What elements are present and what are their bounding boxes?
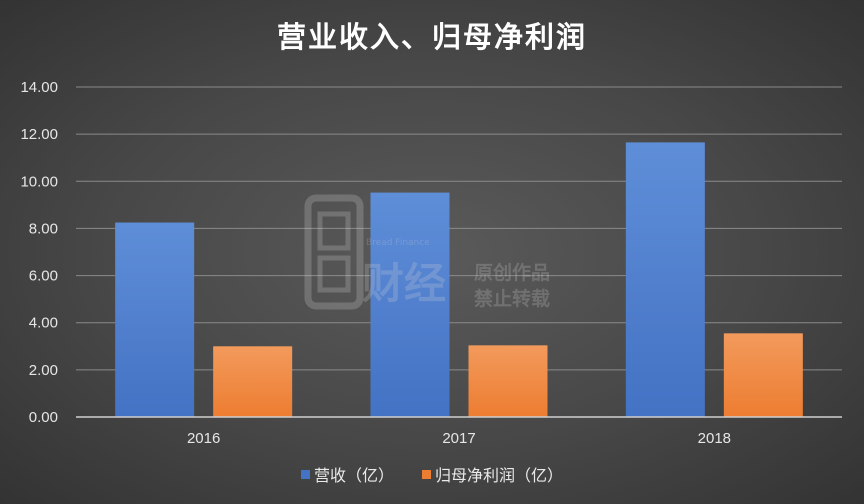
y-tick-label: 0.00: [29, 409, 58, 426]
grid-lines: [76, 86, 842, 371]
x-tick-label: 2016: [187, 430, 220, 447]
x-tick-label: 2017: [442, 430, 475, 447]
bar-revenue-2017: [370, 192, 450, 417]
y-tick-label: 4.00: [29, 315, 58, 332]
y-tick-label: 14.00: [20, 79, 58, 96]
axes: 0.00 2.00 4.00 6.00 8.00 10.00 12.00 14.00 2016 2…: [20, 79, 842, 447]
chart-title: 营业收入、归母净利润: [276, 20, 587, 54]
bar-net-profit-2016: [213, 346, 293, 417]
bar-net-profit-2018: [723, 333, 803, 417]
bar-revenue-2018: [625, 142, 705, 417]
y-tick-label: 12.00: [20, 126, 58, 143]
legend-swatch-revenue: [300, 469, 310, 479]
bars: [115, 142, 803, 417]
y-tick-label: 8.00: [29, 220, 58, 237]
legend-label-revenue: 营收（亿）: [313, 466, 394, 485]
bar-net-profit-2017: [468, 345, 548, 417]
y-tick-label: 10.00: [20, 173, 58, 190]
legend-item-net-profit: 归母净利润（亿）: [422, 462, 563, 486]
x-tick-label: 2018: [698, 430, 731, 447]
legend-swatch-net-profit: [422, 469, 431, 479]
legend-item-revenue: 营收（亿）: [300, 462, 394, 486]
y-tick-label: 6.00: [29, 268, 58, 285]
legend: 营收（亿） 归母净利润（亿）: [0, 462, 864, 486]
y-tick-label: 2.00: [29, 362, 58, 379]
bar-revenue-2016: [115, 222, 195, 417]
legend-label-net-profit: 归母净利润（亿）: [435, 466, 564, 485]
